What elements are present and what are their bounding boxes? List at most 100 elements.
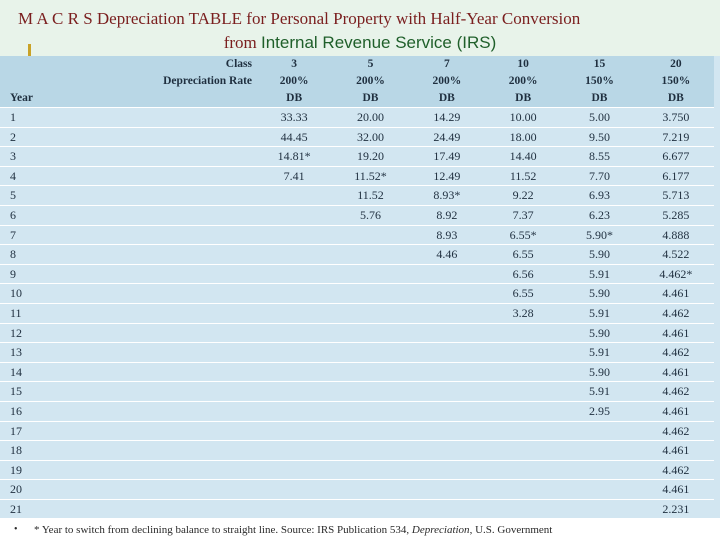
rate-value-cell: 7.37 [484, 204, 562, 226]
year-cell: 13 [0, 342, 66, 363]
rate-value-cell: 5.91 [561, 263, 638, 284]
rate-value-cell [332, 283, 409, 304]
rate-value-cell: 4.461 [637, 322, 714, 343]
title-accent-bar [28, 44, 31, 58]
table-row: 16 2.95 4.461 [0, 400, 714, 421]
rate-label: Depreciation Rate [66, 73, 256, 90]
rate-value-cell: 4.461 [637, 400, 714, 421]
year-cell: 12 [0, 322, 66, 343]
rate-value-cell [256, 381, 333, 402]
footnote-text-end: , U.S. Government [469, 524, 553, 536]
year-cell: 18 [0, 440, 66, 461]
class-cell: 20 [637, 56, 714, 73]
rate-value-cell: 4.461 [637, 361, 714, 382]
rate-value-cell [484, 342, 562, 363]
rate-value-cell [484, 381, 562, 402]
rate-value-cell [256, 263, 333, 284]
rate-value-cell: 6.677 [637, 146, 714, 167]
rate-value-cell: 14.81* [256, 146, 333, 167]
title-banner: M A C R S Depreciation TABLE for Persona… [0, 0, 720, 58]
rate-value-cell [484, 459, 562, 480]
rate-value-cell: 4.46 [408, 244, 485, 265]
rate-value-cell [484, 361, 562, 382]
footnote-text: * Year to switch from declining balance … [34, 524, 552, 536]
year-cell: 10 [0, 283, 66, 304]
rate-value-cell [408, 322, 485, 343]
year-cell: 9 [0, 263, 66, 284]
rate-value-cell [408, 283, 485, 304]
footnote-text-main: * Year to switch from declining balance … [34, 524, 412, 536]
rate-value-cell [561, 479, 638, 500]
table-row: 10 6.55 5.90 4.461 [0, 283, 714, 304]
method-cell: DB [484, 90, 562, 108]
rate-value-cell [256, 322, 333, 343]
year-label: Year [0, 90, 66, 108]
rate-value-cell: 9.50 [561, 126, 638, 147]
rate-value-cell [332, 263, 409, 284]
table-row: 1 33.33 20.00 14.29 10.00 5.00 3.750 [0, 107, 714, 128]
year-cell: 2 [0, 126, 66, 147]
rate-value-cell: 8.93 [408, 224, 485, 245]
rate-value-cell [332, 244, 409, 265]
rate-value-cell [332, 479, 409, 500]
rate-value-cell [561, 420, 638, 441]
rate-value-cell [408, 479, 485, 500]
table-row: 18 4.461 [0, 440, 714, 461]
rate-value-cell [332, 498, 409, 519]
rate-value-cell: 8.92 [408, 204, 485, 226]
year-cell: 17 [0, 420, 66, 441]
rate-value-cell: 5.713 [637, 185, 714, 206]
method-cell: DB [561, 90, 638, 108]
rate-value-cell: 5.90* [561, 224, 638, 245]
rate-value-cell: 4.462 [637, 459, 714, 480]
rate-value-cell [408, 381, 485, 402]
footnote: • * Year to switch from declining balanc… [0, 524, 720, 540]
rate-value-cell: 5.91 [561, 381, 638, 402]
rate-value-cell [256, 244, 333, 265]
rate-value-cell: 44.45 [256, 126, 333, 147]
macrs-table: Class 3 5 7 10 15 20 Depreciation Rate 2… [0, 56, 714, 519]
rate-value-cell [484, 420, 562, 441]
year-cell: 14 [0, 361, 66, 382]
rate-value-cell [484, 322, 562, 343]
rate-value-cell [256, 224, 333, 245]
year-cell: 20 [0, 479, 66, 500]
year-cell: 5 [0, 185, 66, 206]
table-row: 12 5.90 4.461 [0, 322, 714, 343]
rate-value-cell: 10.00 [484, 107, 562, 128]
rate-value-cell: 4.462* [637, 263, 714, 284]
year-cell: 8 [0, 244, 66, 265]
rate-value-cell: 14.29 [408, 107, 485, 128]
title-from-text: from [223, 33, 261, 52]
table-row: 3 14.81* 19.20 17.49 14.40 8.55 6.677 [0, 146, 714, 167]
table-row: 20 4.461 [0, 479, 714, 500]
rate-value-cell [332, 224, 409, 245]
rate-value-cell: 5.90 [561, 283, 638, 304]
year-cell: 15 [0, 381, 66, 402]
rate-value-cell [332, 361, 409, 382]
rate-value-cell: 6.177 [637, 165, 714, 186]
rate-value-cell: 7.70 [561, 165, 638, 186]
rate-value-cell [408, 459, 485, 480]
rate-value-cell: 33.33 [256, 107, 333, 128]
rate-value-cell [256, 361, 333, 382]
rate-value-cell [332, 342, 409, 363]
rate-value-cell [408, 361, 485, 382]
rate-value-cell [408, 420, 485, 441]
rate-value-cell: 17.49 [408, 146, 485, 167]
rate-value-cell: 5.91 [561, 342, 638, 363]
rate-value-cell: 4.461 [637, 283, 714, 304]
rate-cell: 150% [561, 73, 638, 90]
method-cell: DB [408, 90, 485, 108]
rate-value-cell [256, 459, 333, 480]
method-cell: DB [637, 90, 714, 108]
rate-value-cell: 6.93 [561, 185, 638, 206]
table-row: 8 4.46 6.55 5.90 4.522 [0, 244, 714, 265]
rate-value-cell: 9.22 [484, 185, 562, 206]
rate-value-cell: 4.888 [637, 224, 714, 245]
rate-value-cell: 7.41 [256, 165, 333, 186]
rate-value-cell: 2.231 [637, 498, 714, 519]
year-cell: 19 [0, 459, 66, 480]
rate-value-cell: 4.522 [637, 244, 714, 265]
year-cell: 21 [0, 498, 66, 519]
